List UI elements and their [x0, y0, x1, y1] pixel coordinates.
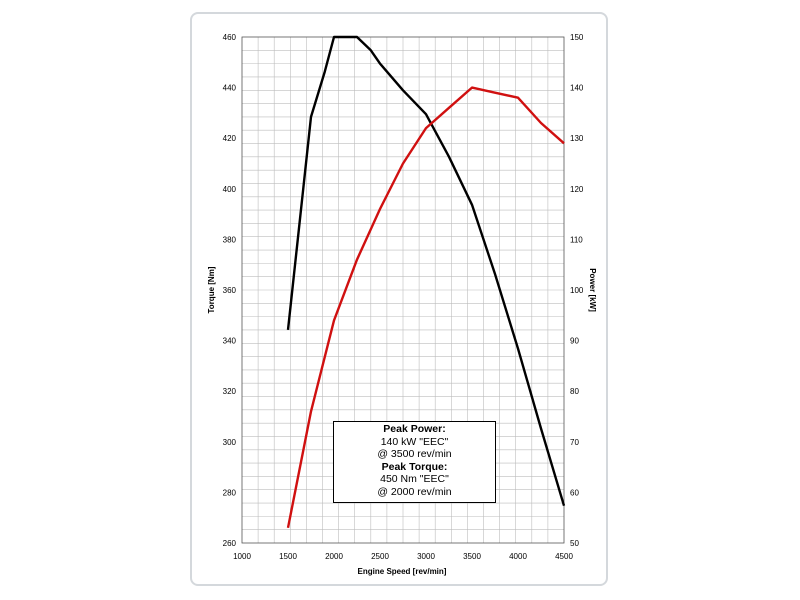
y-left-tick-label: 460 [223, 33, 237, 42]
y-right-tick-label: 130 [570, 134, 584, 143]
y-left-tick-label: 360 [223, 286, 237, 295]
y-right-tick-label: 80 [570, 387, 579, 396]
x-axis-label: Engine Speed [rev/min] [358, 567, 447, 576]
power-curve [286, 86, 565, 529]
peak-torque-value: 450 Nm "EEC" [380, 473, 449, 485]
x-tick-label: 1000 [233, 552, 251, 561]
peak-power-heading: Peak Power: [383, 423, 446, 435]
y-left-tick-label: 420 [223, 134, 237, 143]
y-right-tick-label: 60 [570, 488, 579, 497]
x-tick-label: 4500 [555, 552, 573, 561]
x-tick-label: 2000 [325, 552, 343, 561]
chart-lines [286, 35, 566, 529]
plot-border [241, 36, 565, 544]
peak-info-box: Peak Power: 140 kW "EEC" @ 3500 rev/min … [333, 421, 496, 503]
y-right-tick-label: 50 [570, 539, 579, 548]
y-right-tick-label: 150 [570, 33, 584, 42]
x-tick-label: 3000 [417, 552, 435, 561]
y-left-tick-label: 320 [223, 387, 237, 396]
y-left-tick-label: 300 [223, 438, 237, 447]
y-right-tick-label: 90 [570, 337, 579, 346]
y-left-tick-label: 440 [223, 84, 237, 93]
peak-torque-rpm: @ 2000 rev/min [377, 485, 452, 498]
y-left-tick-label: 260 [223, 539, 237, 548]
y-axis-right-label: Power [kW] [588, 268, 597, 312]
y-right-tick-label: 120 [570, 185, 584, 194]
x-tick-label: 1500 [279, 552, 297, 561]
y-left-tick-label: 400 [223, 185, 237, 194]
x-tick-label: 3500 [463, 552, 481, 561]
chart-ticks: 1000 1500 2000 2500 3000 3500 4000 4500 460 440 42… [223, 33, 584, 561]
y-axis-left-label: Torque [Nm] [207, 266, 216, 313]
peak-power-rpm: @ 3500 rev/min [377, 448, 452, 460]
y-left-tick-label: 380 [223, 235, 237, 244]
y-left-tick-label: 280 [223, 488, 237, 497]
y-right-tick-label: 70 [570, 438, 579, 447]
peak-power-value: 140 kW "EEC" [380, 435, 449, 448]
torque-curve [286, 35, 566, 507]
y-right-tick-label: 100 [570, 286, 584, 295]
y-right-tick-label: 140 [570, 84, 584, 93]
y-right-tick-label: 110 [570, 235, 583, 244]
y-left-tick-label: 340 [223, 337, 237, 346]
peak-torque-heading: Peak Torque: [381, 460, 448, 473]
x-tick-label: 4000 [509, 552, 527, 561]
x-tick-label: 2500 [371, 552, 389, 561]
